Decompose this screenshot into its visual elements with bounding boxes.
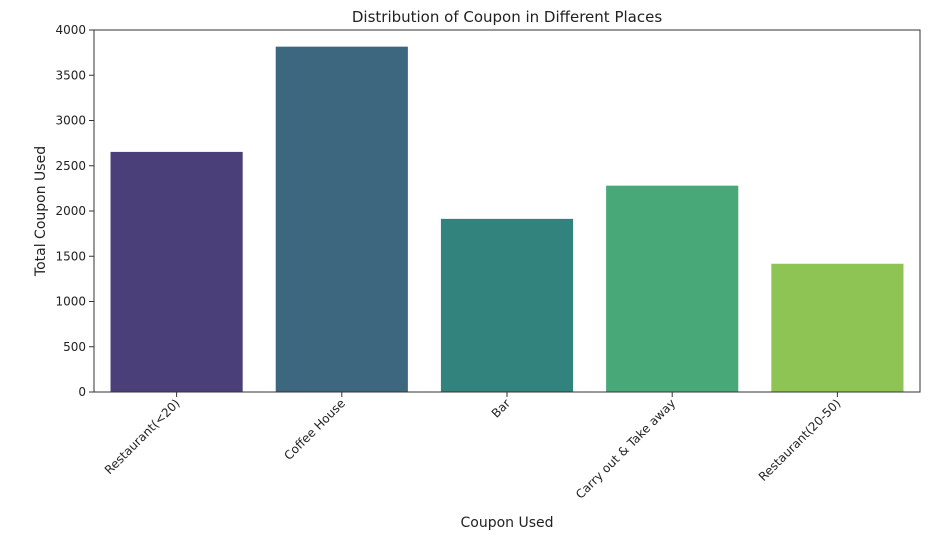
y-tick-label: 3000 [55, 114, 86, 128]
y-tick-label: 0 [78, 385, 86, 399]
x-axis-ticks: Restaurant(<20) Coffee House Bar Carry out … [102, 392, 844, 502]
x-axis-title: Coupon Used [460, 515, 553, 531]
y-axis-ticks: 0 500 1000 1500 2000 2500 3000 3500 4000 [55, 23, 94, 399]
x-tick-label: Restaurant(<20) [102, 396, 183, 477]
bar [275, 46, 408, 393]
x-tick-label: Coffee House [281, 396, 348, 463]
bar [606, 185, 739, 392]
chart-title: Distribution of Coupon in Different Plac… [352, 8, 662, 26]
bar [110, 151, 243, 392]
y-tick-label: 3500 [55, 68, 86, 82]
y-tick-label: 1500 [55, 249, 86, 263]
bar [771, 263, 904, 392]
y-tick-label: 2000 [55, 204, 86, 218]
x-tick-label: Bar [489, 396, 513, 420]
plot-frame [93, 29, 921, 393]
y-tick-label: 2500 [55, 159, 86, 173]
y-tick-label: 500 [63, 340, 86, 354]
x-tick-label: Carry out & Take away [573, 396, 678, 501]
y-tick-label: 1000 [55, 295, 86, 309]
x-tick-label: Restaurant(20-50) [756, 396, 844, 484]
bars-group [110, 46, 904, 393]
bar [440, 218, 574, 392]
y-tick-label: 4000 [55, 23, 86, 37]
y-axis-title: Total Coupon Used [33, 146, 49, 277]
